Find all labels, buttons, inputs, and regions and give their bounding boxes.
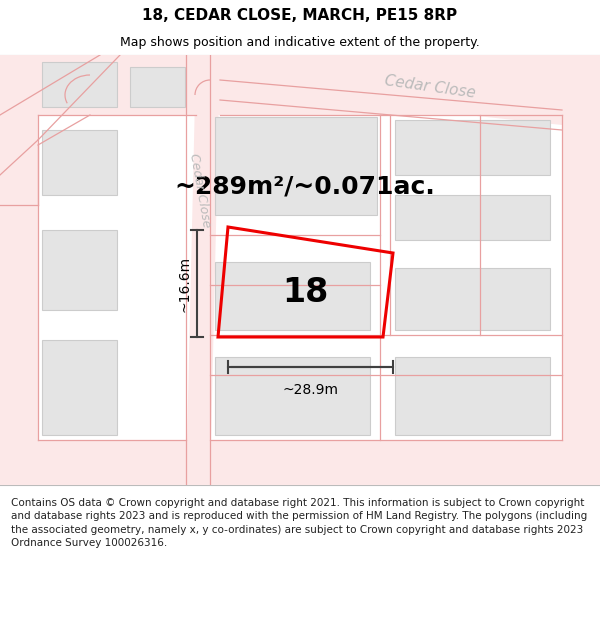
Text: Cedar Close: Cedar Close xyxy=(383,73,476,101)
Polygon shape xyxy=(562,55,600,485)
Bar xyxy=(395,268,550,330)
Text: Cedar Close: Cedar Close xyxy=(187,152,213,228)
Polygon shape xyxy=(186,55,220,485)
Text: ~28.9m: ~28.9m xyxy=(283,383,338,397)
Text: ~289m²/~0.071ac.: ~289m²/~0.071ac. xyxy=(175,175,436,199)
Bar xyxy=(42,230,117,310)
Text: 18: 18 xyxy=(282,276,328,309)
Bar xyxy=(395,195,550,240)
Text: Map shows position and indicative extent of the property.: Map shows position and indicative extent… xyxy=(120,36,480,49)
Text: ~16.6m: ~16.6m xyxy=(177,256,191,311)
Polygon shape xyxy=(0,55,38,485)
Bar xyxy=(215,262,370,330)
Bar xyxy=(215,117,377,215)
Polygon shape xyxy=(0,440,600,485)
Text: Contains OS data © Crown copyright and database right 2021. This information is : Contains OS data © Crown copyright and d… xyxy=(11,498,587,548)
Bar xyxy=(42,62,117,107)
Bar xyxy=(42,130,117,195)
Bar xyxy=(215,357,370,435)
Bar xyxy=(395,120,550,175)
Bar xyxy=(130,67,185,107)
Polygon shape xyxy=(0,55,600,115)
Bar xyxy=(42,340,117,435)
Polygon shape xyxy=(196,55,230,90)
Polygon shape xyxy=(196,55,562,125)
Bar xyxy=(395,357,550,435)
Text: 18, CEDAR CLOSE, MARCH, PE15 8RP: 18, CEDAR CLOSE, MARCH, PE15 8RP xyxy=(142,8,458,23)
